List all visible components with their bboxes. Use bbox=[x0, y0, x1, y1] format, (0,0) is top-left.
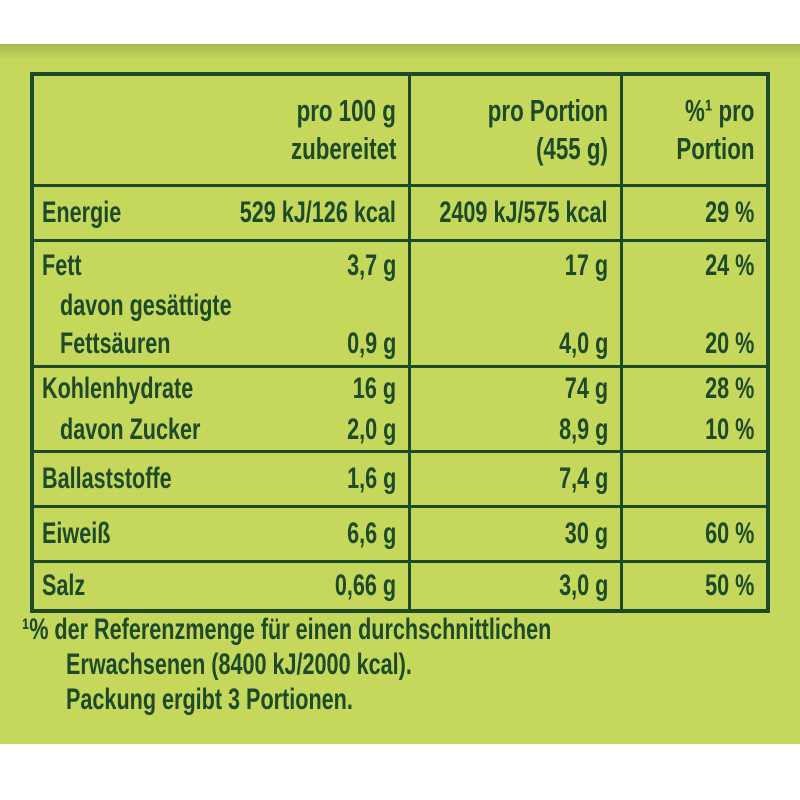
table-row-kohlenhydrate: Kohlenhydrate 16 g 74 g 28 % davon Zucke… bbox=[34, 365, 766, 450]
value-per-portion: 4,0 g bbox=[558, 327, 608, 360]
value-per-100g: 2,0 g bbox=[346, 413, 396, 446]
table-row-energie: Energie 529 kJ/126 kcal 2409 kJ/575 kcal… bbox=[34, 184, 766, 239]
value-per-portion: 30 g bbox=[564, 517, 608, 550]
table-row-salz: Salz 0,66 g 3,0 g 50 % bbox=[34, 560, 766, 609]
footnote-line-3: Packung ergibt 3 Portionen. bbox=[66, 683, 353, 716]
value-percent: 29 % bbox=[704, 196, 754, 229]
value-percent: 50 % bbox=[704, 569, 754, 602]
value-percent: 60 % bbox=[704, 517, 754, 550]
row-label: Energie bbox=[42, 196, 122, 229]
value-percent: 10 % bbox=[704, 413, 754, 446]
row-sublabel: davon gesättigte bbox=[60, 289, 232, 322]
value-per-portion: 7,4 g bbox=[558, 462, 608, 495]
footnote-line-2: Erwachsenen (8400 kJ/2000 kcal). bbox=[66, 648, 412, 681]
value-per-100g: 1,6 g bbox=[346, 462, 396, 495]
row-label: Kohlenhydrate bbox=[42, 372, 194, 405]
value-percent: 24 % bbox=[704, 248, 754, 282]
header-per-100g: pro 100 g zubereitet bbox=[34, 76, 408, 184]
row-label: Ballaststoffe bbox=[42, 462, 172, 495]
table-header-row: pro 100 g zubereitet pro Portion (455 g)… bbox=[34, 76, 766, 184]
reference-footnote: ¹% der Referenzmenge für einen durchschn… bbox=[22, 612, 782, 717]
header-per-portion-line2: (455 g) bbox=[536, 131, 608, 166]
table-row-fett: Fett 3,7 g 17 g 24 % davon gesättigte bbox=[34, 239, 766, 365]
header-percent-line1: %¹ pro bbox=[684, 93, 754, 128]
value-per-100g: 16 g bbox=[352, 372, 396, 405]
table-row-ballaststoffe: Ballaststoffe 1,6 g 7,4 g bbox=[34, 450, 766, 505]
value-per-portion: 74 g bbox=[564, 372, 608, 405]
value-per-100g: 3,7 g bbox=[346, 248, 396, 282]
header-percent-portion: %¹ pro Portion bbox=[620, 76, 766, 184]
value-per-portion: 2409 kJ/575 kcal bbox=[439, 196, 608, 229]
value-per-100g: 0,9 g bbox=[346, 327, 396, 360]
row-sublabel: Fettsäuren bbox=[60, 327, 171, 360]
package-background: pro 100 g zubereitet pro Portion (455 g)… bbox=[0, 44, 800, 744]
footnote-line-1: ¹% der Referenzmenge für einen durchschn… bbox=[22, 613, 552, 646]
row-sublabel: davon Zucker bbox=[60, 413, 201, 446]
header-per-100g-line2: zubereitet bbox=[290, 131, 396, 166]
value-percent: 20 % bbox=[704, 327, 754, 360]
value-percent: 28 % bbox=[704, 372, 754, 405]
row-label: Eiweiß bbox=[42, 517, 111, 550]
header-per-portion: pro Portion (455 g) bbox=[408, 76, 620, 184]
header-percent-line2: Portion bbox=[675, 131, 754, 166]
row-label: Fett bbox=[42, 248, 82, 282]
value-per-100g: 529 kJ/126 kcal bbox=[239, 196, 396, 229]
header-per-100g-line1: pro 100 g bbox=[296, 93, 396, 128]
value-per-portion: 8,9 g bbox=[558, 413, 608, 446]
value-per-portion: 17 g bbox=[564, 248, 608, 282]
row-label: Salz bbox=[42, 569, 86, 602]
header-per-portion-line1: pro Portion bbox=[487, 93, 608, 128]
nutrition-table: pro 100 g zubereitet pro Portion (455 g)… bbox=[30, 72, 770, 613]
value-per-100g: 0,66 g bbox=[334, 569, 396, 602]
value-per-portion: 3,0 g bbox=[558, 569, 608, 602]
value-per-100g: 6,6 g bbox=[346, 517, 396, 550]
table-row-eiweiss: Eiweiß 6,6 g 30 g 60 % bbox=[34, 505, 766, 560]
